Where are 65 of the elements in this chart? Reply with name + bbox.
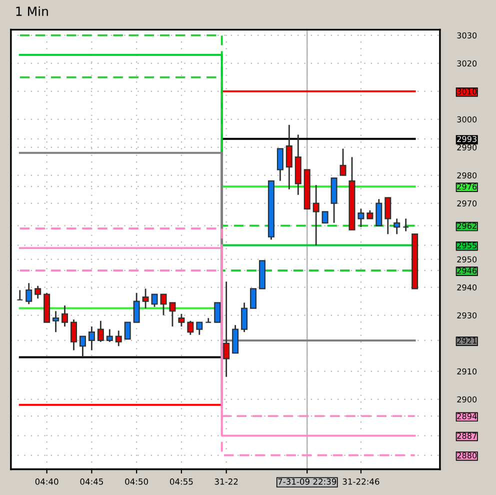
y-tick-label: 3020 — [457, 60, 477, 66]
y-tick-label: 2921 — [457, 338, 476, 344]
y-tick-label: 2887 — [457, 432, 476, 439]
candlestick — [178, 313, 185, 328]
candlestick — [232, 324, 239, 354]
y-tick-label: 2880 — [457, 452, 477, 458]
y-tick-label: 3010 — [457, 88, 477, 94]
candlestick — [402, 218, 410, 232]
y-tick-label: 2993 — [457, 136, 476, 142]
candlestick — [241, 302, 248, 333]
candlestick — [322, 211, 328, 224]
y-tick-label: 2990 — [457, 144, 477, 150]
candlestick — [70, 318, 77, 351]
candlestick — [205, 317, 212, 323]
y-tick-label: 2940 — [457, 284, 477, 290]
y-tick-label: 2946 — [457, 268, 477, 274]
candlestick — [97, 320, 104, 343]
candlestick — [142, 288, 149, 309]
candlestick — [214, 302, 221, 323]
x-tick-label: 31-22:46 — [342, 478, 380, 485]
candlestick — [88, 326, 95, 351]
candlestick — [276, 148, 284, 182]
candlestick — [250, 288, 257, 309]
candlestick — [384, 196, 392, 235]
y-tick-label: 3000 — [457, 116, 477, 122]
candlestick — [196, 322, 203, 336]
candlestick — [106, 328, 113, 343]
y-tick-label: 2980 — [457, 172, 477, 178]
candlestick — [358, 208, 364, 228]
y-tick-label: 2970 — [457, 200, 477, 206]
candlestick — [286, 124, 292, 190]
x-tick-label: 04:40 — [35, 478, 58, 485]
candlestick — [115, 330, 122, 347]
candlestick — [376, 198, 382, 226]
candlestick — [312, 184, 320, 246]
x-tick-label: 31-22 — [214, 478, 238, 485]
y-tick-label: 2950 — [457, 256, 477, 262]
x-tick-label: 04:55 — [170, 478, 193, 485]
candlestick — [187, 320, 194, 336]
y-tick-label: 2910 — [457, 368, 477, 374]
candlestick — [160, 294, 167, 316]
y-tick-label: 2930 — [457, 312, 477, 318]
candlestick — [394, 218, 400, 235]
candlestick — [124, 322, 131, 340]
candlestick — [52, 310, 60, 333]
y-tick-label: 2900 — [457, 396, 477, 402]
candlestick — [79, 336, 86, 358]
candlestick — [340, 148, 346, 176]
y-tick-label: 2955 — [457, 242, 476, 248]
candlestick — [62, 304, 68, 328]
candlestick — [169, 302, 176, 328]
candlestick — [16, 289, 24, 301]
candlestick — [26, 282, 32, 305]
chart-title: 1 Min — [16, 6, 48, 16]
y-tick-label: 3030 — [457, 32, 477, 38]
y-tick-label: 2894 — [457, 413, 477, 420]
x-tick-label: 04:50 — [125, 478, 148, 485]
x-tick-label: 04:45 — [80, 478, 103, 485]
candlestick — [133, 292, 140, 323]
candlestick — [34, 285, 42, 300]
y-tick-label: 2976 — [457, 184, 477, 190]
candlestick — [151, 294, 158, 308]
candlestick — [223, 280, 230, 378]
x-tick-label: 7-31-09 22:39 — [278, 478, 336, 485]
y-tick-label: 2962 — [457, 222, 476, 229]
